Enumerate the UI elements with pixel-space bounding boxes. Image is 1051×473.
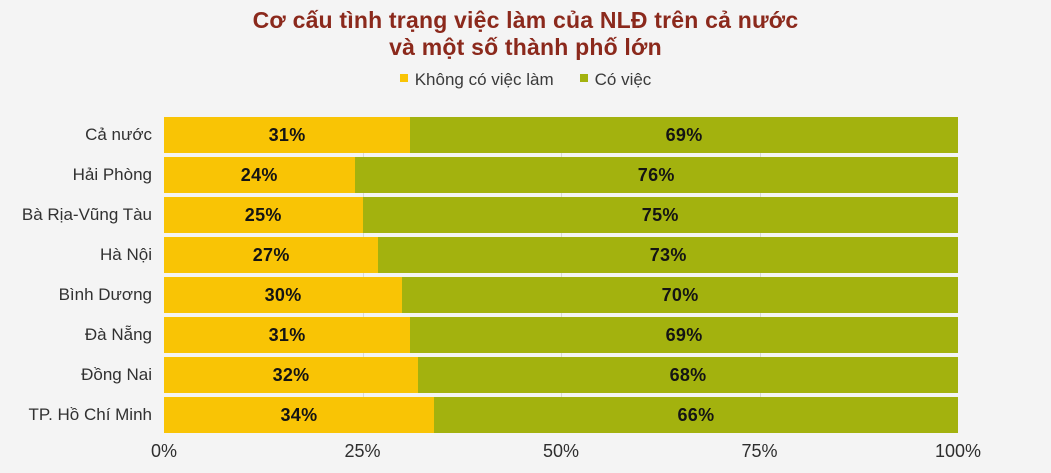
x-axis: 0% 25% 50% 75% 100% [151,441,981,465]
plot-area: 31% 69% 24% 76% 25% 75% [164,117,958,433]
bar-row: 31% 69% [164,317,958,353]
bar-value-label: 73% [649,244,687,265]
chart-title-line2: và một số thành phố lớn [389,34,662,60]
bar-value-label: 66% [677,404,715,425]
gridline-25pct [362,117,364,433]
bar-segment-unemployed: 27% [164,237,379,273]
category-label: Đồng Nai [81,365,152,384]
legend-label-unemployed: Không có việc làm [414,70,554,89]
legend-item-employed: Có việc [579,70,652,90]
category-axis: Cả nước Hải Phòng Bà Rịa-Vũng Tàu Hà Nội… [0,117,152,433]
bar-value-label: 75% [641,204,679,225]
bar-segment-unemployed: 31% [164,117,411,153]
category-label: Đà Nẵng [84,325,152,344]
bar-segment-employed: 69% [410,317,958,353]
bar-row: 30% 70% [164,277,958,313]
bar-row: 34% 66% [164,397,958,433]
bar-value-label: 76% [637,164,675,185]
x-axis-tick: 100% [934,441,982,461]
bar-segment-unemployed: 34% [164,397,434,433]
bar-segment-employed: 69% [410,117,958,153]
bar-row: 32% 68% [164,357,958,393]
bar-segment-employed: 73% [378,237,958,273]
bar-segment-employed: 66% [433,397,958,433]
category-label: TP. Hồ Chí Minh [28,405,152,424]
bar-segment-unemployed: 30% [164,277,403,313]
bar-value-label: 24% [240,164,278,185]
gridline-75pct [759,117,761,433]
bar-value-label: 31% [268,124,306,145]
category-label: Hà Nội [100,245,152,264]
unemployed-swatch-icon [399,74,408,82]
bar-value-label: 27% [252,244,290,265]
bar-value-label: 32% [272,364,310,385]
bar-segment-unemployed: 25% [164,197,363,233]
bar-value-label: 25% [244,204,282,225]
legend-item-unemployed: Không có việc làm [399,70,554,90]
bar-row: 25% 75% [164,197,958,233]
bar-segment-employed: 76% [354,157,958,193]
bar-rows: 31% 69% 24% 76% 25% 75% [164,117,958,433]
bar-value-label: 34% [280,404,318,425]
category-label: Hải Phòng [72,165,152,184]
legend: Không có việc làm Có việc [0,70,1051,90]
chart-title-line1: Cơ cấu tình trạng việc làm của NLĐ trên … [252,7,799,33]
bar-segment-employed: 70% [402,277,958,313]
bar-segment-unemployed: 24% [164,157,355,193]
bar-segment-unemployed: 31% [164,317,411,353]
gridline-50pct [561,117,562,433]
employed-swatch-icon [579,74,588,82]
x-axis-tick: 50% [542,441,580,461]
legend-label-employed: Có việc [594,70,652,89]
bar-row: 24% 76% [164,157,958,193]
bar-segment-employed: 75% [362,197,958,233]
bar-value-label: 69% [665,324,703,345]
bar-value-label: 31% [268,324,306,345]
category-label: Cả nước [85,125,152,144]
x-axis-tick: 75% [741,441,778,461]
bar-row: 27% 73% [164,237,958,273]
bar-segment-unemployed: 32% [164,357,419,393]
x-axis-tick: 25% [344,441,381,461]
category-label: Bình Dương [58,285,152,304]
x-axis-tick: 0% [150,441,178,461]
page-title: Cơ cấu tình trạng việc làm của NLĐ trên … [0,0,1051,61]
bar-row: 31% 69% [164,117,958,153]
bar-value-label: 69% [665,124,703,145]
bar-segment-employed: 68% [418,357,958,393]
bar-value-label: 70% [661,284,699,305]
bar-value-label: 30% [264,284,302,305]
bar-value-label: 68% [669,364,707,385]
category-label: Bà Rịa-Vũng Tàu [21,205,152,224]
